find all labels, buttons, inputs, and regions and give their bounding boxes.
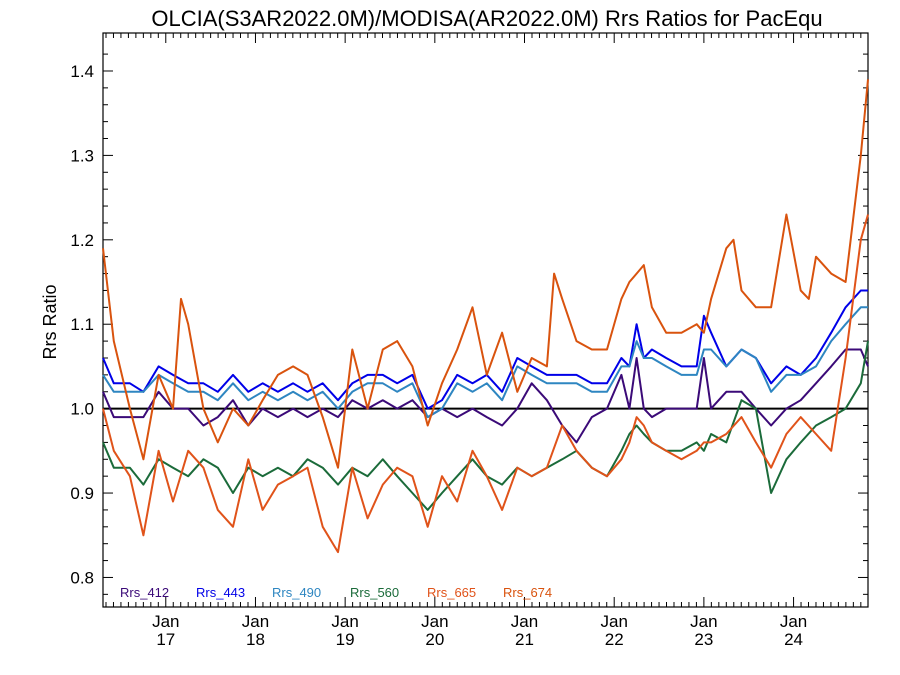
y-tick-label: 0.9 [70, 484, 94, 503]
series-line-rrs-674 [102, 79, 869, 469]
plot-area: 0.80.91.01.11.21.31.4Jan17Jan18Jan19Jan2… [70, 32, 869, 649]
x-tick-month: Jan [511, 612, 538, 631]
x-tick-year: 24 [784, 630, 803, 649]
legend-entry-rrs-443: Rrs_443 [196, 585, 245, 600]
x-tick-month: Jan [242, 612, 269, 631]
x-tick-year: 20 [425, 630, 444, 649]
y-tick-label: 1.2 [70, 231, 94, 250]
y-tick-label: 1.0 [70, 400, 94, 419]
legend-entry-rrs-412: Rrs_412 [120, 585, 169, 600]
y-axis-label: Rrs Ratio [40, 284, 60, 359]
series-line-rrs-412 [102, 348, 869, 444]
chart-title: OLCIA(S3AR2022.0M)/MODISA(AR2022.0M) Rrs… [151, 6, 822, 31]
legend-entry-rrs-490: Rrs_490 [272, 585, 321, 600]
series-line-rrs-490 [102, 306, 868, 419]
y-tick-label: 1.1 [70, 315, 94, 334]
plot-frame [102, 32, 869, 608]
x-tick-year: 17 [156, 630, 175, 649]
x-tick-month: Jan [690, 612, 717, 631]
x-tick-year: 22 [605, 630, 624, 649]
legend-entry-rrs-665: Rrs_665 [427, 585, 476, 600]
x-tick-month: Jan [331, 612, 358, 631]
x-tick-month: Jan [600, 612, 627, 631]
x-tick-year: 18 [246, 630, 265, 649]
x-tick-year: 19 [336, 630, 355, 649]
y-tick-label: 1.4 [70, 62, 94, 81]
series-line-rrs-443 [102, 289, 868, 410]
series-line-rrs-665 [102, 214, 869, 554]
x-tick-month: Jan [780, 612, 807, 631]
x-tick-year: 21 [515, 630, 534, 649]
legend-entry-rrs-674: Rrs_674 [503, 585, 552, 600]
x-tick-month: Jan [421, 612, 448, 631]
y-tick-label: 1.3 [70, 146, 94, 165]
series-line-rrs-560 [102, 340, 869, 511]
y-tick-label: 0.8 [70, 568, 94, 587]
legend-entry-rrs-560: Rrs_560 [350, 585, 399, 600]
x-tick-year: 23 [694, 630, 713, 649]
x-tick-month: Jan [152, 612, 179, 631]
